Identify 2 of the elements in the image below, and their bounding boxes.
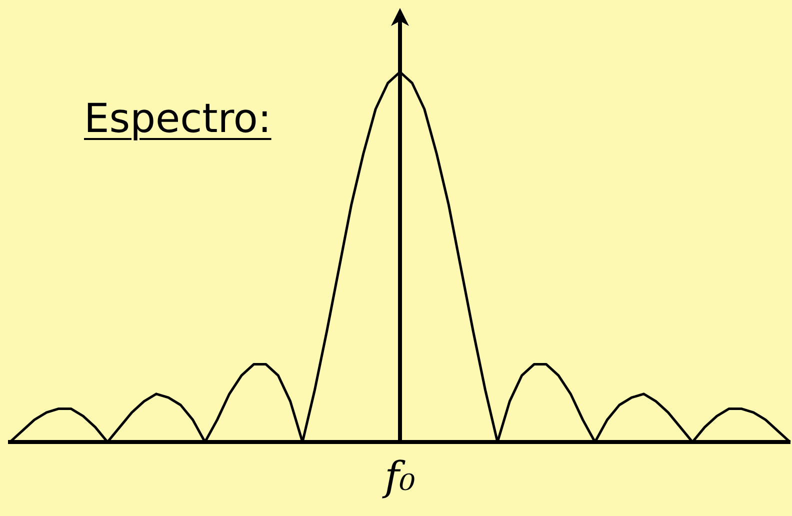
text: f₀ — [384, 454, 416, 500]
text: Espectro: — [84, 96, 272, 142]
